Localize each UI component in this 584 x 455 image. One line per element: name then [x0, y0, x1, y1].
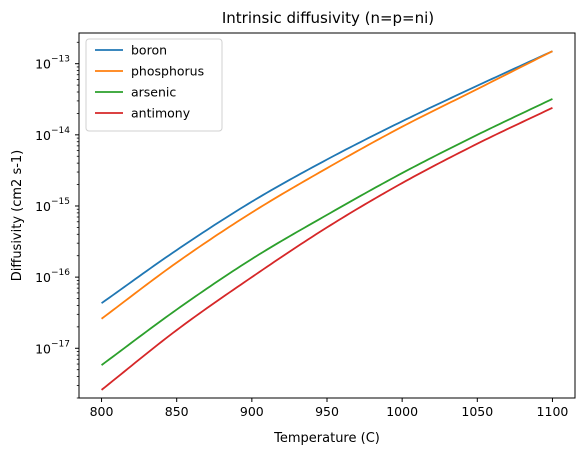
chart-title: Intrinsic diffusivity (n=p=ni)	[222, 9, 434, 27]
legend-label-arsenic: arsenic	[131, 85, 176, 100]
y-tick-label: 10	[35, 57, 51, 72]
legend-label-antimony: antimony	[131, 106, 191, 121]
x-tick-label: 1000	[386, 404, 418, 419]
x-tick-label: 950	[315, 404, 339, 419]
y-tick-label: 10	[35, 199, 51, 214]
x-axis-ticks: 800 850 900 950 1000 1050 1100	[90, 398, 569, 419]
legend-box	[85, 38, 223, 132]
y-tick-exponent: −16	[51, 268, 70, 278]
y-tick-label: 10	[35, 341, 51, 356]
y-axis-label: Diffusivity (cm2 s-1)	[10, 150, 25, 282]
series-line-boron	[101, 50, 553, 304]
x-tick-label: 1100	[537, 404, 569, 419]
legend: boron phosphorus arsenic antimony	[85, 38, 223, 132]
y-tick-exponent: −13	[51, 55, 70, 65]
series-line-arsenic	[101, 98, 553, 366]
series-line-phosphorus	[101, 50, 553, 320]
y-tick-label: 10	[35, 128, 51, 143]
x-tick-label: 850	[165, 404, 189, 419]
x-tick-label: 900	[240, 404, 264, 419]
series-line-antimony	[100, 106, 553, 391]
y-tick-exponent: −17	[51, 339, 70, 349]
legend-label-boron: boron	[131, 43, 167, 58]
y-tick-exponent: −15	[51, 197, 70, 207]
x-tick-label: 800	[90, 404, 114, 419]
x-axis-label: Temperature (C)	[273, 431, 380, 446]
x-tick-label: 1050	[461, 404, 493, 419]
legend-label-phosphorus: phosphorus	[131, 64, 204, 79]
y-tick-label: 10	[35, 270, 51, 285]
y-tick-exponent: −14	[51, 126, 70, 136]
series-layer	[100, 50, 553, 391]
